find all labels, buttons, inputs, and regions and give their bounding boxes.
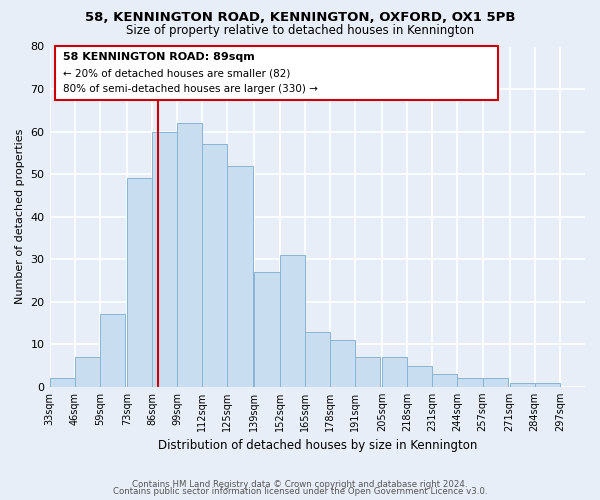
Bar bbox=[330, 340, 355, 387]
Bar bbox=[482, 378, 508, 387]
Y-axis label: Number of detached properties: Number of detached properties bbox=[15, 129, 25, 304]
Bar bbox=[509, 382, 535, 387]
Bar bbox=[280, 255, 305, 387]
Text: 58 KENNINGTON ROAD: 89sqm: 58 KENNINGTON ROAD: 89sqm bbox=[63, 52, 255, 62]
Bar bbox=[535, 382, 560, 387]
FancyBboxPatch shape bbox=[55, 46, 498, 100]
Bar bbox=[227, 166, 253, 387]
Bar bbox=[50, 378, 74, 387]
Bar bbox=[202, 144, 227, 387]
Bar bbox=[432, 374, 457, 387]
Text: Contains HM Land Registry data © Crown copyright and database right 2024.: Contains HM Land Registry data © Crown c… bbox=[132, 480, 468, 489]
Text: 80% of semi-detached houses are larger (330) →: 80% of semi-detached houses are larger (… bbox=[63, 84, 318, 94]
Text: ← 20% of detached houses are smaller (82): ← 20% of detached houses are smaller (82… bbox=[63, 68, 290, 78]
Bar bbox=[457, 378, 482, 387]
Text: Contains public sector information licensed under the Open Government Licence v3: Contains public sector information licen… bbox=[113, 487, 487, 496]
Text: Size of property relative to detached houses in Kennington: Size of property relative to detached ho… bbox=[126, 24, 474, 37]
Bar bbox=[177, 123, 202, 387]
Bar bbox=[382, 357, 407, 387]
Bar bbox=[152, 132, 177, 387]
X-axis label: Distribution of detached houses by size in Kennington: Distribution of detached houses by size … bbox=[158, 440, 477, 452]
Bar bbox=[127, 178, 152, 387]
Text: 58, KENNINGTON ROAD, KENNINGTON, OXFORD, OX1 5PB: 58, KENNINGTON ROAD, KENNINGTON, OXFORD,… bbox=[85, 11, 515, 24]
Bar bbox=[74, 357, 100, 387]
Bar bbox=[254, 272, 280, 387]
Bar bbox=[305, 332, 330, 387]
Bar bbox=[407, 366, 432, 387]
Bar bbox=[100, 314, 125, 387]
Bar bbox=[355, 357, 380, 387]
